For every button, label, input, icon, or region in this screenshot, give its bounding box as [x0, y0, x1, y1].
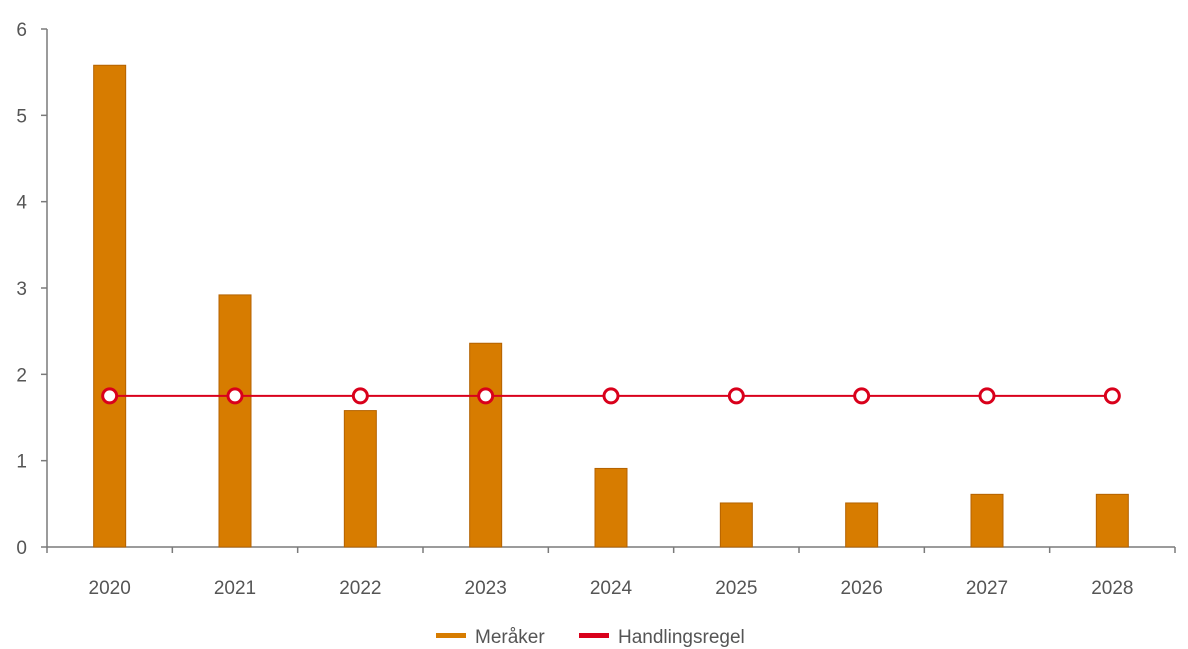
- handlingsregel-point-2027: [978, 387, 996, 405]
- x-tick-label: 2021: [214, 578, 256, 599]
- y-tick-label: 1: [16, 452, 27, 473]
- y-tick-label: 6: [16, 20, 27, 41]
- y-tick-label: 5: [16, 106, 27, 127]
- bar-2022: [343, 410, 377, 548]
- legend: Meråker Handlingsregel: [436, 627, 745, 648]
- handlingsregel-point-2022: [351, 387, 369, 405]
- x-tick-label: 2025: [715, 578, 757, 599]
- legend-label-handlingsregel: Handlingsregel: [618, 627, 745, 648]
- bar-2024: [594, 467, 628, 548]
- line-series: [101, 387, 1121, 405]
- bar-2020: [93, 64, 127, 548]
- x-tick-label: 2027: [966, 578, 1008, 599]
- x-axis-ticks: 2020 2021 2022 2023 2024 2025 2026 2027 2028: [46, 547, 1176, 599]
- bar-2028: [1095, 493, 1129, 548]
- handlingsregel-point-2020: [101, 387, 119, 405]
- x-tick-label: 2026: [841, 578, 883, 599]
- handlingsregel-point-2028: [1103, 387, 1121, 405]
- handlingsregel-point-2023: [477, 387, 495, 405]
- bar-series: [93, 64, 1129, 548]
- handlingsregel-point-2025: [727, 387, 745, 405]
- bar-2027: [970, 493, 1004, 548]
- x-tick-label: 2020: [89, 578, 131, 599]
- bar-2021: [218, 294, 252, 548]
- y-tick-label: 3: [16, 279, 27, 300]
- x-tick-label: 2022: [339, 578, 381, 599]
- legend-swatch-meraker: [436, 633, 466, 638]
- handlingsregel-point-2024: [602, 387, 620, 405]
- y-tick-label: 4: [16, 193, 27, 214]
- x-tick-label: 2023: [465, 578, 507, 599]
- handlingsregel-point-2026: [853, 387, 871, 405]
- bar-2025: [719, 502, 753, 548]
- bar-2026: [845, 502, 879, 548]
- legend-label-meraker: Meråker: [475, 627, 545, 648]
- legend-swatch-handlingsregel: [579, 633, 609, 638]
- y-tick-label: 0: [16, 538, 27, 559]
- y-tick-label: 2: [16, 365, 27, 386]
- x-tick-label: 2028: [1091, 578, 1133, 599]
- handlingsregel-point-2021: [226, 387, 244, 405]
- x-tick-label: 2024: [590, 578, 633, 599]
- y-axis-ticks: 0 1 2 3 4 5 6: [16, 20, 47, 559]
- bar-2023: [469, 342, 503, 548]
